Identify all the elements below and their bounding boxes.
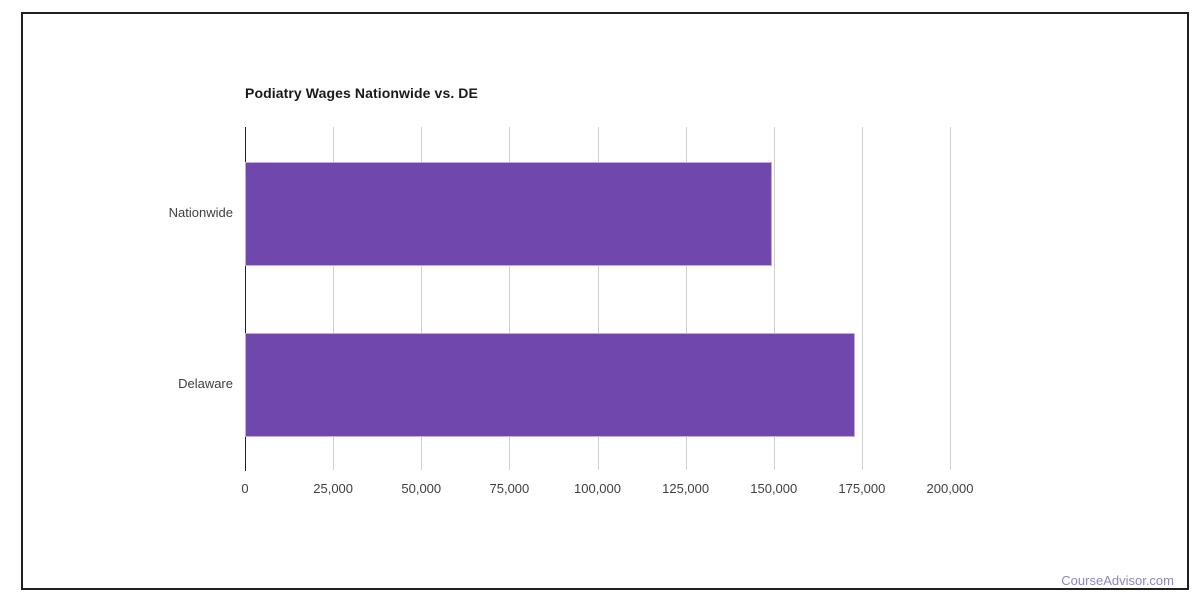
gridline xyxy=(421,127,423,470)
x-axis-tick-label: 100,000 xyxy=(574,481,621,496)
x-axis-tick-label: 25,000 xyxy=(313,481,354,496)
gridline xyxy=(685,127,687,470)
gridline xyxy=(861,127,863,470)
gridline xyxy=(950,127,951,470)
bar-nationwide[interactable] xyxy=(245,161,773,266)
gridline xyxy=(597,127,599,470)
plot-area xyxy=(245,127,951,471)
y-axis-line xyxy=(245,127,246,471)
x-axis-tick-label: 200,000 xyxy=(926,481,974,496)
bar-delaware[interactable] xyxy=(245,333,856,438)
chart-title: Podiatry Wages Nationwide vs. DE xyxy=(245,85,478,101)
x-axis-tick-label: 175,000 xyxy=(838,481,886,496)
gridline xyxy=(509,127,511,470)
gridline xyxy=(773,127,775,470)
x-axis-tick-label: 0 xyxy=(241,481,249,496)
x-axis-tick-label: 75,000 xyxy=(489,481,530,496)
y-axis-label-group: Nationwide Delaware xyxy=(0,0,233,600)
x-axis-tick-label: 50,000 xyxy=(401,481,442,496)
gridline xyxy=(333,127,335,470)
y-axis-label-delaware: Delaware xyxy=(178,376,233,392)
x-axis-tick-label: 125,000 xyxy=(662,481,710,496)
watermark-courseadvisor: CourseAdvisor.com xyxy=(1061,573,1174,588)
y-axis-label-nationwide: Nationwide xyxy=(168,204,233,220)
x-axis-tick-label: 150,000 xyxy=(750,481,798,496)
chart-frame-border xyxy=(21,12,1189,590)
